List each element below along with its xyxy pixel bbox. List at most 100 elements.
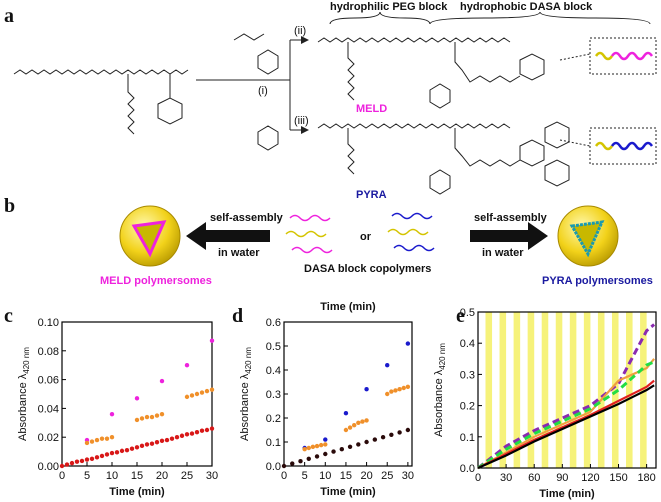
data-point bbox=[318, 442, 324, 448]
data-point bbox=[149, 441, 155, 446]
data-point bbox=[124, 447, 130, 453]
y-tick-label: 0.5 bbox=[266, 341, 281, 353]
y-tick-label: 0.10 bbox=[38, 317, 59, 329]
pyra-polymersomes: PYRA polymersomes bbox=[542, 275, 653, 287]
data-point bbox=[389, 432, 394, 437]
data-point bbox=[372, 437, 378, 442]
data-point bbox=[209, 426, 215, 431]
y-tick-label: 0.02 bbox=[38, 432, 59, 444]
y-axis-label-sub: 420 nm bbox=[244, 347, 253, 374]
data-point bbox=[159, 411, 165, 417]
y-tick-label: 0.2 bbox=[266, 413, 281, 425]
y-tick-label: 0.5 bbox=[460, 307, 475, 319]
x-axis-label: Time (min) bbox=[539, 488, 595, 500]
data-point bbox=[339, 447, 345, 452]
meld-label: MELD bbox=[356, 103, 387, 115]
x-tick-label: 150 bbox=[609, 472, 627, 484]
data-point bbox=[134, 445, 140, 450]
data-point bbox=[405, 427, 411, 433]
data-point bbox=[364, 439, 369, 445]
data-point bbox=[109, 435, 115, 440]
data-point bbox=[179, 433, 185, 438]
assembly-scheme bbox=[119, 205, 619, 267]
data-point bbox=[114, 450, 120, 455]
chart-title: Time (min) bbox=[320, 301, 376, 313]
data-point bbox=[199, 428, 205, 433]
data-point bbox=[347, 425, 353, 430]
data-point bbox=[164, 437, 170, 443]
data-point bbox=[194, 391, 200, 397]
light-band bbox=[597, 312, 605, 468]
data-point bbox=[401, 385, 406, 391]
light-band bbox=[499, 312, 507, 468]
x-tick-label: 10 bbox=[319, 470, 331, 482]
data-point bbox=[356, 420, 361, 425]
panel-label: e bbox=[456, 305, 465, 327]
y-tick-label: 0.4 bbox=[460, 338, 475, 350]
data-point bbox=[84, 440, 90, 446]
data-point bbox=[184, 432, 190, 437]
data-point bbox=[109, 450, 115, 456]
data-point bbox=[393, 388, 398, 393]
data-point bbox=[144, 442, 150, 447]
data-point bbox=[209, 387, 215, 392]
data-point bbox=[174, 435, 180, 440]
arrow-label: in water bbox=[218, 247, 260, 259]
data-point bbox=[364, 418, 369, 423]
data-point bbox=[129, 446, 135, 451]
light-band bbox=[527, 312, 535, 468]
data-point bbox=[89, 456, 95, 461]
data-point bbox=[397, 430, 402, 435]
data-point bbox=[389, 389, 394, 394]
y-axis-label-sub: 420 nm bbox=[22, 347, 31, 374]
data-point bbox=[154, 413, 160, 418]
data-point bbox=[364, 387, 369, 392]
data-point bbox=[314, 443, 320, 449]
x-tick-label: 0 bbox=[475, 472, 481, 484]
y-tick-label: 0.08 bbox=[38, 346, 59, 358]
light-band bbox=[541, 312, 549, 468]
plot-frame bbox=[61, 321, 213, 467]
data-point bbox=[149, 414, 155, 420]
data-point bbox=[94, 455, 100, 460]
y-axis-label-main: Absorbance λ bbox=[239, 373, 251, 441]
data-point bbox=[184, 363, 190, 368]
x-tick-label: 180 bbox=[637, 472, 655, 484]
x-axis-label: Time (min) bbox=[109, 486, 165, 498]
data-point bbox=[134, 396, 140, 401]
data-point bbox=[159, 378, 165, 384]
y-tick-label: 0.6 bbox=[266, 317, 281, 329]
data-point bbox=[99, 436, 105, 441]
data-point bbox=[119, 448, 125, 454]
x-axis-label: Time (min) bbox=[320, 486, 376, 498]
x-tick-label: 30 bbox=[402, 470, 414, 482]
y-tick-label: 0.3 bbox=[266, 389, 281, 401]
data-point bbox=[139, 416, 145, 421]
x-tick-label: 5 bbox=[84, 470, 90, 482]
x-tick-label: 15 bbox=[340, 470, 352, 482]
y-tick-label: 0.0 bbox=[460, 463, 475, 475]
data-point bbox=[169, 436, 175, 441]
data-point bbox=[331, 449, 336, 454]
light-band bbox=[611, 312, 619, 468]
x-tick-label: 20 bbox=[156, 470, 168, 482]
copolymer-label: DASA block copolymers bbox=[304, 263, 431, 275]
data-point bbox=[380, 435, 386, 440]
data-point bbox=[356, 442, 361, 447]
step-label: (ii) bbox=[294, 25, 306, 37]
or-label: or bbox=[360, 231, 372, 243]
data-point bbox=[298, 459, 303, 464]
data-point bbox=[89, 439, 95, 444]
data-point bbox=[184, 394, 190, 400]
y-tick-label: 0.00 bbox=[38, 461, 59, 473]
data-point bbox=[64, 462, 70, 467]
data-point bbox=[139, 443, 145, 449]
data-point bbox=[343, 427, 349, 433]
x-tick-label: 60 bbox=[528, 472, 540, 484]
data-point bbox=[323, 442, 328, 447]
data-line bbox=[477, 379, 655, 469]
data-point bbox=[109, 411, 115, 417]
x-tick-label: 25 bbox=[381, 470, 393, 482]
x-tick-label: 120 bbox=[581, 472, 599, 484]
